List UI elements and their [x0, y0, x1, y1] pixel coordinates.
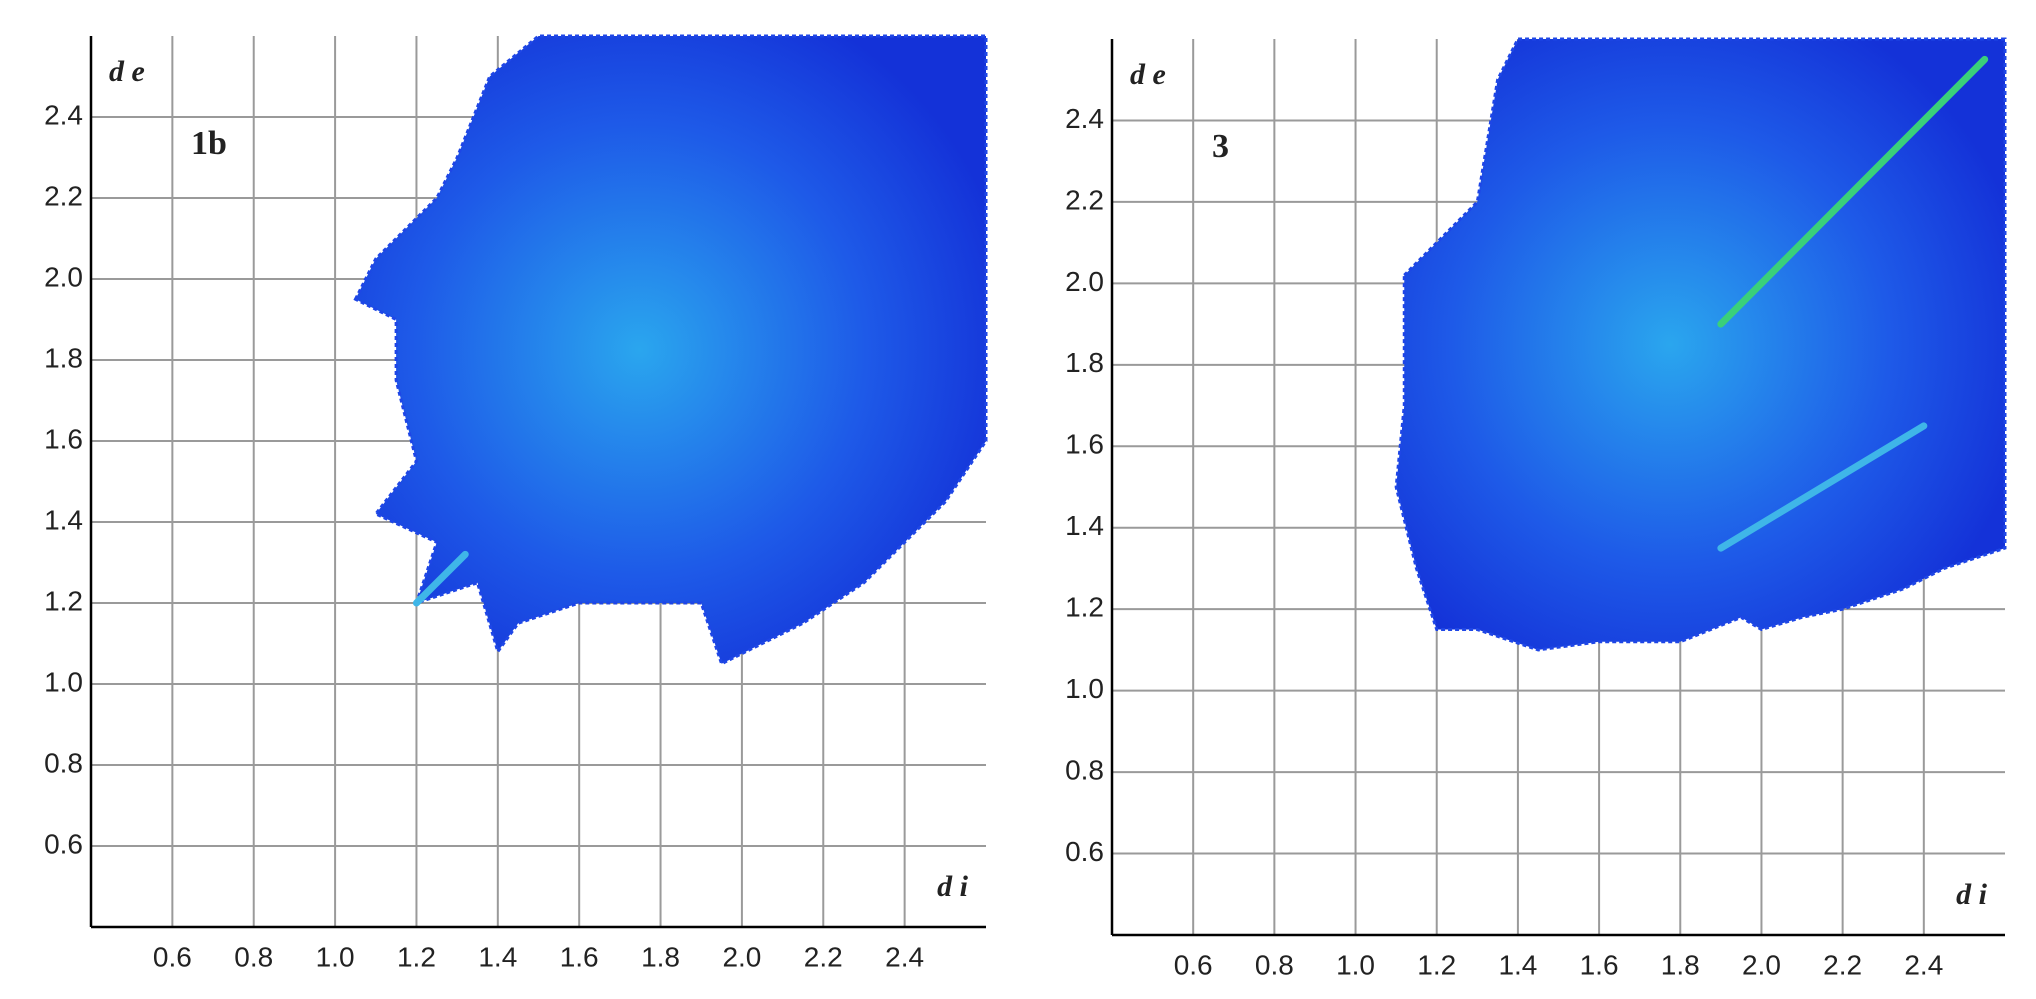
y-axis-label: d e: [1130, 58, 1166, 91]
density-streak: [1717, 55, 1989, 328]
y-tick-label: 1.2: [1065, 592, 1104, 623]
x-axis-label: d i: [1956, 878, 1988, 911]
y-tick-label: 0.8: [1065, 754, 1104, 785]
x-tick-label: 2.2: [1823, 949, 1862, 980]
x-tick-label: 1.8: [641, 941, 680, 972]
x-tick-label: 0.8: [234, 941, 273, 972]
y-tick-label: 2.2: [1065, 184, 1104, 215]
x-tick-label: 2.0: [722, 941, 761, 972]
x-tick-label: 1.2: [1417, 949, 1456, 980]
y-axis-label: d e: [109, 55, 145, 88]
x-tick-label: 1.0: [316, 941, 355, 972]
y-tick-label: 2.0: [1065, 266, 1104, 297]
y-tick-label: 1.2: [44, 585, 83, 616]
x-tick-label: 1.0: [1336, 949, 1375, 980]
y-tick-label: 1.0: [1065, 673, 1104, 704]
x-tick-label: 1.4: [1498, 949, 1537, 980]
density-region: [353, 34, 988, 666]
panel-label: 3: [1212, 128, 1229, 165]
x-tick-label: 0.6: [1174, 949, 1213, 980]
x-tick-label: 1.8: [1661, 949, 1700, 980]
x-tick-label: 1.4: [478, 941, 517, 972]
y-tick-label: 1.6: [1065, 429, 1104, 460]
x-tick-label: 1.6: [1580, 949, 1619, 980]
x-tick-label: 0.8: [1255, 949, 1294, 980]
y-tick-label: 2.2: [44, 180, 83, 211]
y-tick-label: 0.6: [44, 828, 83, 859]
y-tick-label: 2.4: [1065, 103, 1104, 134]
y-tick-label: 1.4: [44, 504, 83, 535]
y-tick-label: 0.6: [1065, 836, 1104, 867]
y-tick-label: 1.6: [44, 423, 83, 454]
y-tick-label: 2.0: [44, 261, 83, 292]
x-tick-label: 2.4: [885, 941, 924, 972]
x-axis-label: d i: [937, 870, 969, 903]
x-tick-label: 1.6: [560, 941, 599, 972]
y-tick-label: 2.4: [44, 99, 83, 130]
density-streak: [1717, 422, 1928, 552]
y-tick-label: 1.0: [44, 666, 83, 697]
x-tick-label: 0.6: [153, 941, 192, 972]
y-tick-label: 1.8: [1065, 347, 1104, 378]
y-tick-label: 1.8: [44, 342, 83, 373]
x-tick-label: 1.2: [397, 941, 436, 972]
x-tick-label: 2.0: [1742, 949, 1781, 980]
density-streak: [412, 550, 469, 607]
y-tick-label: 1.4: [1065, 510, 1104, 541]
x-tick-label: 2.2: [804, 941, 843, 972]
x-tick-label: 2.4: [1904, 949, 1943, 980]
y-tick-label: 0.8: [44, 747, 83, 778]
panel-label: 1b: [191, 125, 227, 162]
